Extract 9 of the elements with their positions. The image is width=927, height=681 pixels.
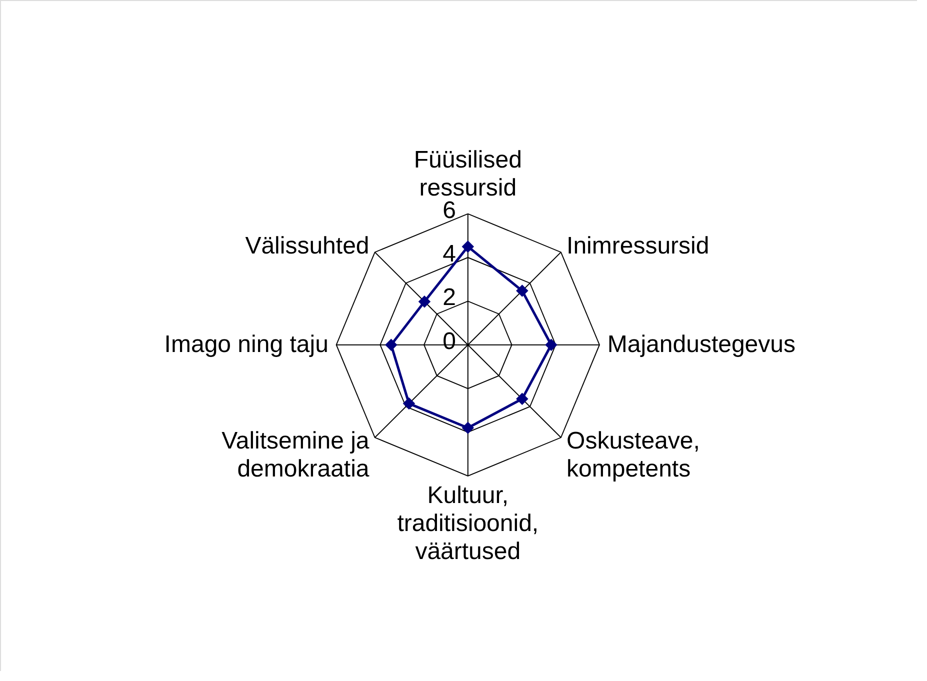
spoke-label: Majandustegevus [607, 330, 796, 358]
spoke-label: Inimressursid [566, 232, 710, 260]
spoke-label: Kultuur, traditisioonid, väärtused [397, 482, 539, 565]
y-tick-label: 4 [442, 240, 456, 268]
y-tick-label: 2 [442, 284, 456, 312]
spoke-label: Välissuhted [245, 232, 370, 260]
spoke-label: Imago ning taju [164, 330, 328, 358]
spoke-label: Oskusteave, kompetents [566, 427, 700, 482]
spoke-label: Valitsemine ja demokraatia [222, 427, 370, 482]
